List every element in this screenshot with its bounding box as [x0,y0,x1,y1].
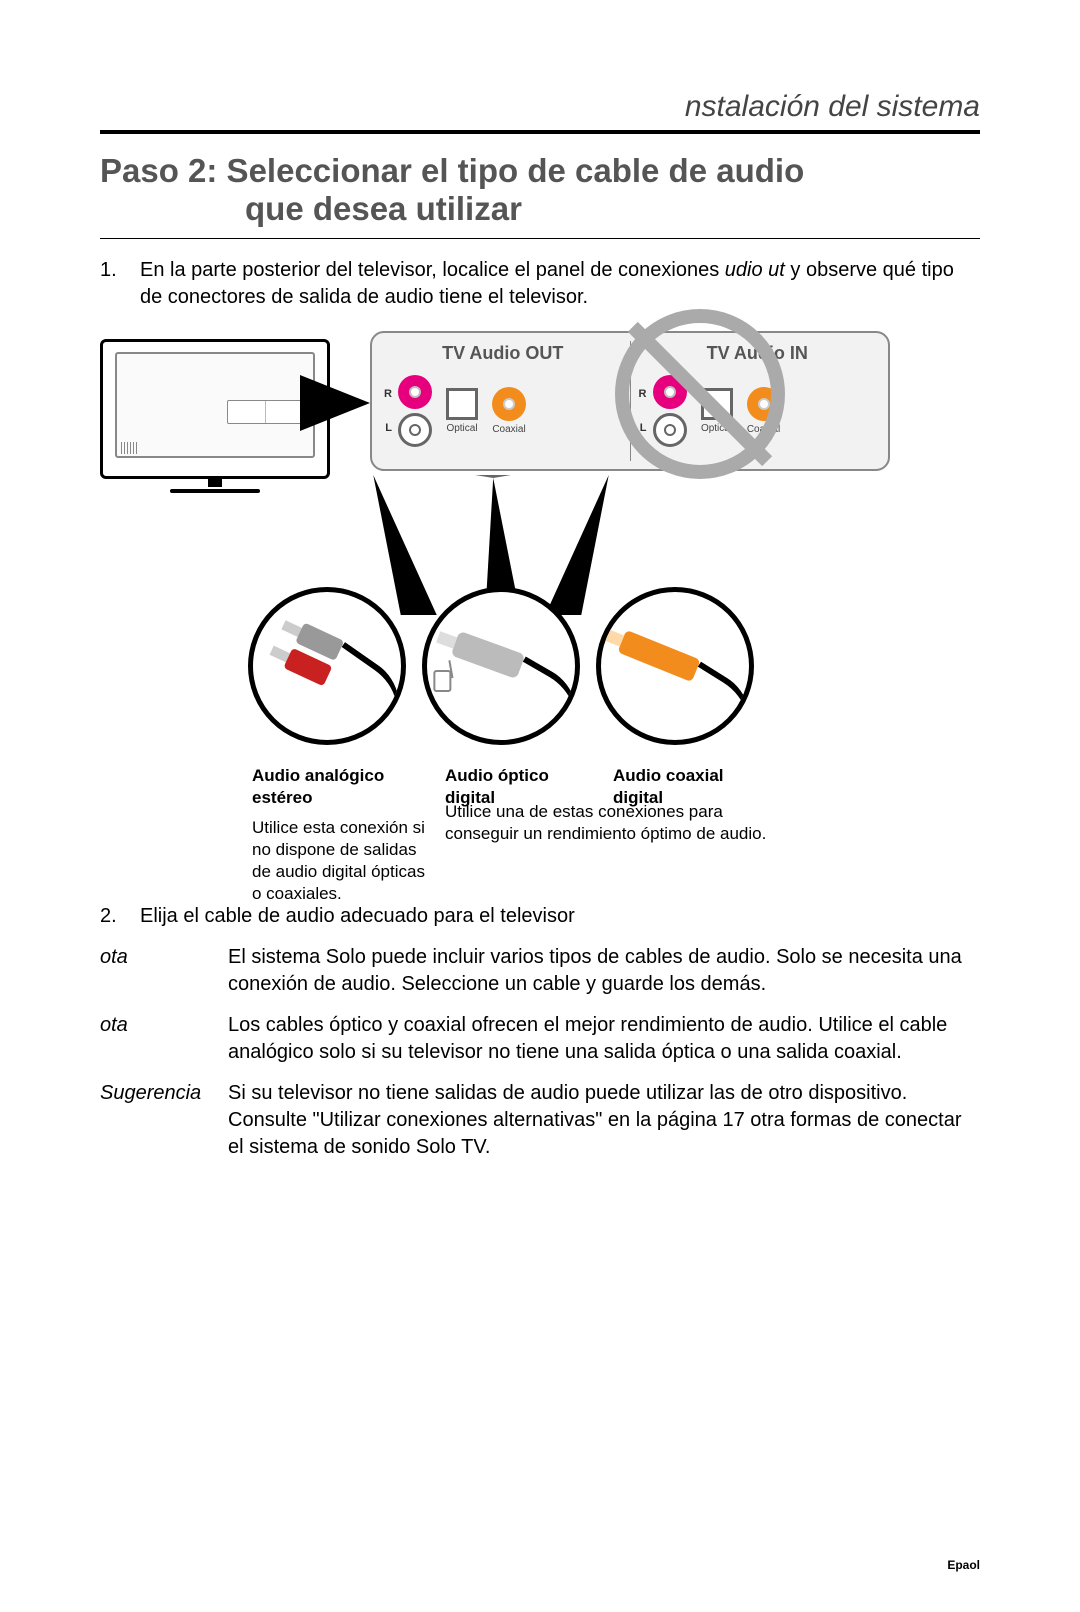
audio-out-section: TV Audio OUT R L Optical Coaxial [376,341,630,461]
rca-l-jack-icon [398,413,432,447]
stereo-title: Audio analógico estéreo [252,765,427,809]
tip-row: Sugerencia Si su televisor no tiene sali… [100,1080,980,1161]
step-title-line1: Paso 2: Seleccionar el tipo de cable de … [100,152,804,189]
list-item-2: 2. Elija el cable de audio adecuado para… [100,903,980,930]
optical-label-in: Optical [701,423,732,434]
coax-jack-in-icon [747,387,781,421]
t1a: En la parte posterior del televisor, loc… [140,259,725,281]
rca-r-jack-in-icon [653,375,687,409]
t1em: udio ut [725,259,785,281]
note-1: ota El sistema Solo puede incluir varios… [100,944,980,998]
l-label-in: L [637,422,647,434]
coax-cable-icon [596,587,754,745]
digital-desc: Utilice una de estas conexiones para con… [445,801,775,845]
connection-diagram: TV Audio OUT R L Optical Coaxial [100,325,980,885]
page-footer: Epaol [947,1558,980,1572]
note-text: El sistema Solo puede incluir varios tip… [228,944,980,998]
item-number: 1. [100,257,140,311]
callout-arrow-icon [300,375,370,431]
coax-jack-icon [492,387,526,421]
item-number: 2. [100,903,140,930]
list-item-1: 1. En la parte posterior del televisor, … [100,257,980,311]
optical-cable-icon [422,587,580,745]
audio-in-section: TV Audio IN R L Optical Coaxial [630,341,885,461]
step-title-line2: que desea utilizar [100,190,980,228]
audio-in-title: TV Audio IN [637,343,879,364]
coax-label: Coaxial [492,424,525,435]
tip-text: Si su televisor no tiene salidas de audi… [228,1080,980,1161]
step-title: Paso 2: Seleccionar el tipo de cable de … [100,152,980,239]
rca-r-jack-icon [398,375,432,409]
note-label: ota [100,944,228,998]
stereo-desc: Utilice esta conexión si no dispone de s… [252,817,427,905]
rca-l-jack-in-icon [653,413,687,447]
l-label: L [382,422,392,434]
callout-cone-icon [545,475,626,615]
optical-jack-icon [446,388,478,420]
tip-label: Sugerencia [100,1080,228,1161]
col-stereo: Audio analógico estéreo Utilice esta con… [252,765,427,906]
note-text: Los cables óptico y coaxial ofrecen el m… [228,1012,980,1066]
item-text: Elija el cable de audio adecuado para el… [140,903,980,930]
r-label: R [382,388,392,400]
tv-back-icon [100,339,330,493]
callout-cone-icon [355,475,436,615]
optical-label: Optical [446,423,477,434]
note-2: ota Los cables óptico y coaxial ofrecen … [100,1012,980,1066]
audio-panel: TV Audio OUT R L Optical Coaxial [370,331,890,471]
item-text: En la parte posterior del televisor, loc… [140,257,980,311]
audio-out-title: TV Audio OUT [382,343,624,364]
optical-jack-in-icon [701,388,733,420]
section-header: nstalación del sistema [100,90,980,134]
stereo-cable-icon [248,587,406,745]
note-label: ota [100,1012,228,1066]
coax-label-in: Coaxial [747,424,780,435]
r-label-in: R [637,388,647,400]
